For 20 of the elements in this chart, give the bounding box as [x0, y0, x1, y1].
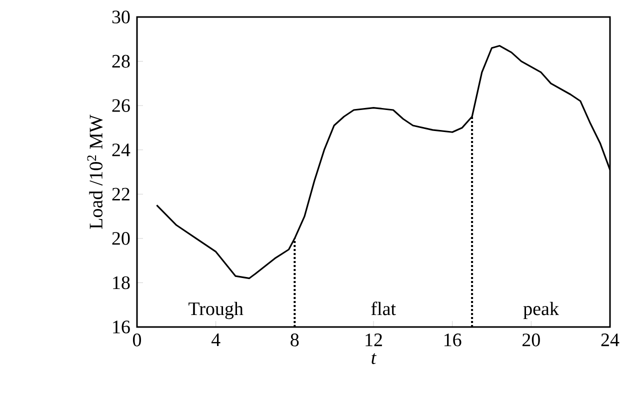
y-tick-label: 24 [112, 144, 130, 156]
x-tick-label: 16 [444, 334, 462, 346]
y-tick-label: 30 [112, 10, 130, 24]
x-tick-label: 8 [290, 334, 299, 346]
y-tick-label: 26 [112, 99, 130, 112]
annotation: Trough [188, 302, 244, 320]
x-tick-label: 4 [211, 334, 220, 346]
y-tick-label: 22 [112, 188, 130, 200]
annotation: flat [371, 302, 396, 316]
x-tick-label: 12 [366, 334, 382, 346]
x-tick-label: 20 [522, 334, 540, 346]
annotation: peak [523, 302, 559, 320]
x-tick-label: 24 [601, 334, 620, 346]
y-tick-label: 18 [113, 276, 130, 290]
y-tick-label: 20 [112, 232, 130, 245]
x-axis-title: t [372, 353, 377, 364]
y-axis-title: Load /10$^{2}$ MW [87, 114, 103, 229]
x-tick-label: 0 [132, 334, 142, 346]
y-tick-label: 28 [112, 54, 130, 68]
y-tick-label: 16 [113, 320, 130, 334]
